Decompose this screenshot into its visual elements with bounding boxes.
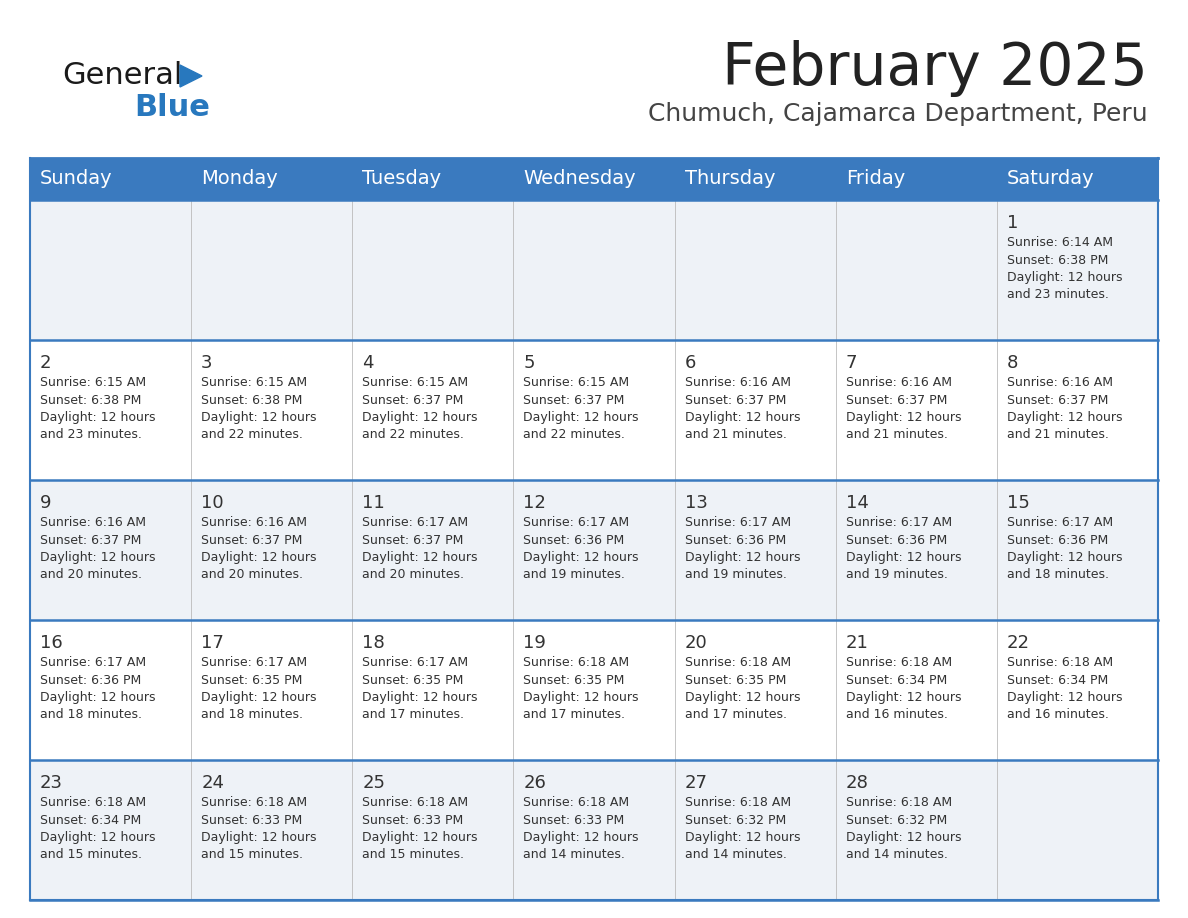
Text: 11: 11	[362, 494, 385, 512]
Text: February 2025: February 2025	[722, 40, 1148, 97]
Text: 12: 12	[524, 494, 546, 512]
Text: Tuesday: Tuesday	[362, 170, 442, 188]
Text: Sunrise: 6:16 AM
Sunset: 6:37 PM
Daylight: 12 hours
and 20 minutes.: Sunrise: 6:16 AM Sunset: 6:37 PM Dayligh…	[40, 516, 156, 581]
Text: 18: 18	[362, 634, 385, 652]
Text: 9: 9	[40, 494, 51, 512]
Bar	[30, 760, 1158, 900]
Bar	[30, 200, 1158, 340]
Text: 22: 22	[1007, 634, 1030, 652]
Bar	[30, 620, 1158, 760]
Text: Sunrise: 6:15 AM
Sunset: 6:37 PM
Daylight: 12 hours
and 22 minutes.: Sunrise: 6:15 AM Sunset: 6:37 PM Dayligh…	[524, 376, 639, 442]
Bar	[835, 158, 997, 200]
Text: 5: 5	[524, 354, 535, 372]
Text: Sunrise: 6:18 AM
Sunset: 6:34 PM
Daylight: 12 hours
and 16 minutes.: Sunrise: 6:18 AM Sunset: 6:34 PM Dayligh…	[846, 656, 961, 722]
Text: Sunrise: 6:17 AM
Sunset: 6:35 PM
Daylight: 12 hours
and 17 minutes.: Sunrise: 6:17 AM Sunset: 6:35 PM Dayligh…	[362, 656, 478, 722]
Text: 4: 4	[362, 354, 374, 372]
Text: Sunrise: 6:18 AM
Sunset: 6:32 PM
Daylight: 12 hours
and 14 minutes.: Sunrise: 6:18 AM Sunset: 6:32 PM Dayligh…	[684, 796, 800, 861]
Text: 25: 25	[362, 774, 385, 792]
Text: Sunrise: 6:18 AM
Sunset: 6:33 PM
Daylight: 12 hours
and 14 minutes.: Sunrise: 6:18 AM Sunset: 6:33 PM Dayligh…	[524, 796, 639, 861]
Text: Sunrise: 6:17 AM
Sunset: 6:35 PM
Daylight: 12 hours
and 18 minutes.: Sunrise: 6:17 AM Sunset: 6:35 PM Dayligh…	[201, 656, 317, 722]
Text: Sunrise: 6:18 AM
Sunset: 6:35 PM
Daylight: 12 hours
and 17 minutes.: Sunrise: 6:18 AM Sunset: 6:35 PM Dayligh…	[524, 656, 639, 722]
Text: Sunrise: 6:18 AM
Sunset: 6:32 PM
Daylight: 12 hours
and 14 minutes.: Sunrise: 6:18 AM Sunset: 6:32 PM Dayligh…	[846, 796, 961, 861]
Text: 24: 24	[201, 774, 225, 792]
Text: Sunrise: 6:14 AM
Sunset: 6:38 PM
Daylight: 12 hours
and 23 minutes.: Sunrise: 6:14 AM Sunset: 6:38 PM Dayligh…	[1007, 236, 1123, 301]
Text: Sunrise: 6:16 AM
Sunset: 6:37 PM
Daylight: 12 hours
and 21 minutes.: Sunrise: 6:16 AM Sunset: 6:37 PM Dayligh…	[1007, 376, 1123, 442]
Text: Sunrise: 6:17 AM
Sunset: 6:36 PM
Daylight: 12 hours
and 19 minutes.: Sunrise: 6:17 AM Sunset: 6:36 PM Dayligh…	[846, 516, 961, 581]
Text: Sunday: Sunday	[40, 170, 113, 188]
Text: 2: 2	[40, 354, 51, 372]
Text: Sunrise: 6:17 AM
Sunset: 6:37 PM
Daylight: 12 hours
and 20 minutes.: Sunrise: 6:17 AM Sunset: 6:37 PM Dayligh…	[362, 516, 478, 581]
Text: Sunrise: 6:18 AM
Sunset: 6:35 PM
Daylight: 12 hours
and 17 minutes.: Sunrise: 6:18 AM Sunset: 6:35 PM Dayligh…	[684, 656, 800, 722]
Text: 7: 7	[846, 354, 858, 372]
Text: Blue: Blue	[134, 94, 210, 122]
Text: Chumuch, Cajamarca Department, Peru: Chumuch, Cajamarca Department, Peru	[649, 102, 1148, 126]
Text: 14: 14	[846, 494, 868, 512]
Text: Sunrise: 6:15 AM
Sunset: 6:38 PM
Daylight: 12 hours
and 22 minutes.: Sunrise: 6:15 AM Sunset: 6:38 PM Dayligh…	[201, 376, 317, 442]
Text: Sunrise: 6:17 AM
Sunset: 6:36 PM
Daylight: 12 hours
and 18 minutes.: Sunrise: 6:17 AM Sunset: 6:36 PM Dayligh…	[40, 656, 156, 722]
Bar	[30, 340, 1158, 480]
Text: 26: 26	[524, 774, 546, 792]
Bar	[675, 158, 835, 200]
Bar	[30, 480, 1158, 620]
Bar	[353, 158, 513, 200]
Bar	[30, 158, 191, 200]
Text: 16: 16	[40, 634, 63, 652]
Text: Wednesday: Wednesday	[524, 170, 636, 188]
Text: Sunrise: 6:18 AM
Sunset: 6:33 PM
Daylight: 12 hours
and 15 minutes.: Sunrise: 6:18 AM Sunset: 6:33 PM Dayligh…	[362, 796, 478, 861]
Text: Sunrise: 6:18 AM
Sunset: 6:34 PM
Daylight: 12 hours
and 15 minutes.: Sunrise: 6:18 AM Sunset: 6:34 PM Dayligh…	[40, 796, 156, 861]
Text: Sunrise: 6:15 AM
Sunset: 6:37 PM
Daylight: 12 hours
and 22 minutes.: Sunrise: 6:15 AM Sunset: 6:37 PM Dayligh…	[362, 376, 478, 442]
Text: Sunrise: 6:15 AM
Sunset: 6:38 PM
Daylight: 12 hours
and 23 minutes.: Sunrise: 6:15 AM Sunset: 6:38 PM Dayligh…	[40, 376, 156, 442]
Text: 17: 17	[201, 634, 225, 652]
Polygon shape	[181, 65, 202, 87]
Text: Sunrise: 6:18 AM
Sunset: 6:33 PM
Daylight: 12 hours
and 15 minutes.: Sunrise: 6:18 AM Sunset: 6:33 PM Dayligh…	[201, 796, 317, 861]
Text: 23: 23	[40, 774, 63, 792]
Text: Sunrise: 6:16 AM
Sunset: 6:37 PM
Daylight: 12 hours
and 21 minutes.: Sunrise: 6:16 AM Sunset: 6:37 PM Dayligh…	[684, 376, 800, 442]
Text: Monday: Monday	[201, 170, 278, 188]
Bar	[191, 158, 353, 200]
Text: Sunrise: 6:17 AM
Sunset: 6:36 PM
Daylight: 12 hours
and 19 minutes.: Sunrise: 6:17 AM Sunset: 6:36 PM Dayligh…	[684, 516, 800, 581]
Text: 19: 19	[524, 634, 546, 652]
Text: 15: 15	[1007, 494, 1030, 512]
Text: 13: 13	[684, 494, 707, 512]
Bar	[513, 158, 675, 200]
Text: 20: 20	[684, 634, 707, 652]
Text: 28: 28	[846, 774, 868, 792]
Text: Sunrise: 6:16 AM
Sunset: 6:37 PM
Daylight: 12 hours
and 21 minutes.: Sunrise: 6:16 AM Sunset: 6:37 PM Dayligh…	[846, 376, 961, 442]
Text: Sunrise: 6:17 AM
Sunset: 6:36 PM
Daylight: 12 hours
and 18 minutes.: Sunrise: 6:17 AM Sunset: 6:36 PM Dayligh…	[1007, 516, 1123, 581]
Text: Thursday: Thursday	[684, 170, 775, 188]
Text: 3: 3	[201, 354, 213, 372]
Text: 10: 10	[201, 494, 223, 512]
Text: Sunrise: 6:17 AM
Sunset: 6:36 PM
Daylight: 12 hours
and 19 minutes.: Sunrise: 6:17 AM Sunset: 6:36 PM Dayligh…	[524, 516, 639, 581]
Bar	[997, 158, 1158, 200]
Text: Sunrise: 6:18 AM
Sunset: 6:34 PM
Daylight: 12 hours
and 16 minutes.: Sunrise: 6:18 AM Sunset: 6:34 PM Dayligh…	[1007, 656, 1123, 722]
Text: General: General	[62, 62, 183, 91]
Text: 21: 21	[846, 634, 868, 652]
Text: 27: 27	[684, 774, 708, 792]
Text: 1: 1	[1007, 214, 1018, 232]
Text: 6: 6	[684, 354, 696, 372]
Text: 8: 8	[1007, 354, 1018, 372]
Text: Sunrise: 6:16 AM
Sunset: 6:37 PM
Daylight: 12 hours
and 20 minutes.: Sunrise: 6:16 AM Sunset: 6:37 PM Dayligh…	[201, 516, 317, 581]
Text: Saturday: Saturday	[1007, 170, 1094, 188]
Text: Friday: Friday	[846, 170, 905, 188]
